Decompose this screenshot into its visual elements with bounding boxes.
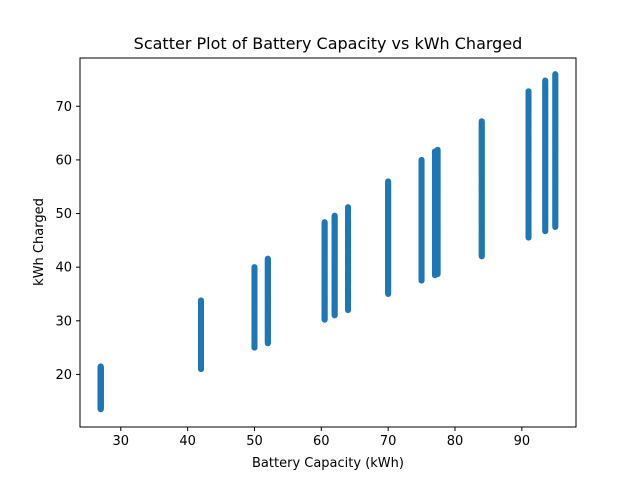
plot-frame <box>79 57 577 428</box>
chart-title: Scatter Plot of Battery Capacity vs kWh … <box>134 34 523 53</box>
point-group <box>251 264 258 351</box>
point-group <box>525 88 532 241</box>
x-tick-label: 70 <box>380 434 397 449</box>
point-group <box>385 178 392 297</box>
point-group <box>552 71 559 230</box>
data-point <box>434 146 441 153</box>
point-group <box>97 363 104 413</box>
data-point <box>321 219 328 226</box>
y-tick-label: 70 <box>55 100 72 115</box>
y-axis-label: kWh Charged <box>32 198 47 286</box>
point-group <box>331 212 338 319</box>
point-group <box>345 204 352 314</box>
y-tick-label: 40 <box>55 261 72 276</box>
point-group <box>434 146 441 278</box>
data-point <box>345 204 352 211</box>
x-tick-label: 40 <box>179 434 196 449</box>
point-group <box>321 219 328 323</box>
data-point <box>385 178 392 185</box>
y-tick-label: 30 <box>55 314 72 329</box>
data-point <box>264 255 271 262</box>
point-group <box>197 297 204 373</box>
y-tick-label: 50 <box>55 207 72 222</box>
data-point <box>251 264 258 271</box>
data-point <box>331 212 338 219</box>
x-tick-label: 60 <box>313 434 330 449</box>
point-group <box>478 118 485 260</box>
x-tick-label: 30 <box>113 434 130 449</box>
data-point <box>197 297 204 304</box>
data-point <box>418 156 425 163</box>
y-tick-label: 60 <box>55 153 72 168</box>
data-point <box>542 77 549 84</box>
x-axis-ticks: 30 40 50 60 70 80 90 <box>113 427 531 449</box>
data-points <box>97 71 559 413</box>
x-tick-label: 80 <box>447 434 464 449</box>
y-tick-label: 20 <box>55 368 72 383</box>
data-point <box>525 88 532 95</box>
data-point <box>552 71 559 78</box>
point-group <box>264 255 271 347</box>
data-point <box>97 363 104 370</box>
data-point <box>478 118 485 125</box>
point-group <box>542 77 549 235</box>
x-tick-label: 50 <box>246 434 263 449</box>
y-axis-ticks: 20 30 40 50 60 70 <box>55 100 80 383</box>
point-group <box>418 156 425 284</box>
x-tick-label: 90 <box>514 434 531 449</box>
x-axis-label: Battery Capacity (kWh) <box>252 456 404 471</box>
